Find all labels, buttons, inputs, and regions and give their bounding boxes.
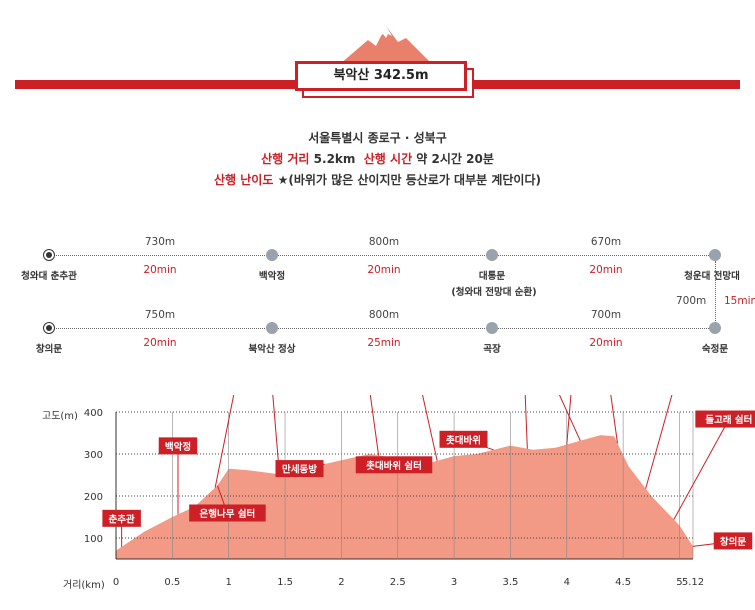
route-node-label: 청와대 춘추관 <box>21 271 77 282</box>
route-start-node <box>43 249 55 261</box>
route-node-sublabel: (청와대 전망대 순환) <box>451 287 537 298</box>
x-axis-label: 거리(km) <box>63 580 105 591</box>
annotation-leader <box>558 395 581 441</box>
annotation-tag <box>695 410 755 428</box>
x-tick-label: 2.5 <box>390 577 406 588</box>
route-node <box>486 322 498 334</box>
x-tick-label: 5 <box>676 577 682 588</box>
route-node-label: 백악정 <box>258 271 286 282</box>
x-tick-label: 4.5 <box>615 577 631 588</box>
route-node-label: 대통문 <box>478 271 506 282</box>
route-node <box>266 322 278 334</box>
segment-distance: 800m <box>368 236 400 248</box>
annotation-label: 만세동방 <box>282 464 317 476</box>
annotation-leader <box>566 395 572 445</box>
annotation-tag <box>439 430 488 448</box>
annotation-tag <box>158 437 198 455</box>
x-tick-label: 1.5 <box>277 577 293 588</box>
route-bottom-line <box>49 328 715 329</box>
annotation-tag <box>355 456 433 474</box>
annotation-tag <box>275 460 324 478</box>
route-node-label: 북악산 정상 <box>248 344 296 355</box>
x-tick-label: 3 <box>451 577 457 588</box>
annotation-leader <box>645 395 673 489</box>
difficulty-line: 산행 난이도 ★(바위가 많은 산이지만 등산로가 대부분 계단이다) <box>0 171 755 188</box>
annotation-leader <box>422 395 438 461</box>
route-node-label: 청운대 전망대 <box>684 271 740 282</box>
segment-distance: 730m <box>144 236 176 248</box>
segment-time: 20min <box>143 264 177 276</box>
x-tick-label: 2 <box>338 577 344 588</box>
annotation-leader <box>369 395 380 456</box>
annotation-label: 창의문 <box>720 536 746 548</box>
annotation-leader <box>610 395 618 444</box>
x-tick-label: 3.5 <box>502 577 518 588</box>
segment-distance: 670m <box>590 236 622 248</box>
segment-time: 20min <box>589 264 623 276</box>
route-node <box>709 249 721 261</box>
route-node-label: 창의문 <box>35 344 63 355</box>
route-node <box>709 322 721 334</box>
annotation-label: 백악정 <box>165 441 191 453</box>
annotation-label: 돌고래 쉼터 <box>705 414 752 426</box>
y-tick-label: 200 <box>84 492 103 503</box>
location-text: 서울특별시 종로구 · 성북구 <box>308 131 447 145</box>
distance-label: 산행 거리 <box>261 152 310 166</box>
annotation-label: 춘추관 <box>109 513 135 525</box>
segment-time: 20min <box>589 337 623 349</box>
x-tick-label: 5.12 <box>682 577 704 588</box>
y-tick-label: 400 <box>84 408 103 419</box>
x-tick-label: 1 <box>226 577 232 588</box>
route-start-node <box>43 322 55 334</box>
course-summary: 산행 거리 5.2km 산행 시간 약 2시간 20분 <box>0 150 755 167</box>
annotation-tag <box>713 532 753 550</box>
annotation-tag <box>102 509 141 527</box>
x-tick-label: 0.5 <box>164 577 180 588</box>
difficulty-label: 산행 난이도 <box>214 173 274 187</box>
segment-distance: 800m <box>368 309 400 321</box>
annotation-tag <box>189 504 266 522</box>
connector-distance: 700m <box>676 295 707 307</box>
elevation-chart: 100 200 300 400 0 0.5 1 1.5 2 2.5 3 3.5 4 4.5 5 5.12 춘추관… <box>84 395 755 588</box>
route-top-line <box>49 255 715 256</box>
annotation-label: 은행나무 쉼터 <box>200 508 256 520</box>
y-tick-label: 100 <box>84 534 103 545</box>
time-label: 산행 시간 <box>363 152 413 166</box>
segment-distance: 700m <box>590 309 622 321</box>
difficulty-value: ★(바위가 많은 산이지만 등산로가 대부분 계단이다) <box>277 173 541 187</box>
route-node-label: 숙정문 <box>701 344 729 355</box>
segment-distance: 750m <box>144 309 176 321</box>
connector-time: 15min <box>724 295 755 307</box>
x-tick-label: 4 <box>564 577 570 588</box>
route-node <box>266 249 278 261</box>
segment-time: 20min <box>143 337 177 349</box>
annotation-label: 촛대바위 <box>446 434 481 446</box>
time-value: 약 2시간 20분 <box>416 152 494 166</box>
distance-value: 5.2km <box>313 152 356 166</box>
mountain-icon <box>340 26 432 64</box>
route-node-label: 곡장 <box>483 344 501 355</box>
segment-time: 25min <box>367 337 401 349</box>
annotation-leader <box>524 395 528 449</box>
segment-time: 20min <box>367 264 401 276</box>
route-connector-line <box>715 261 716 327</box>
y-tick-label: 300 <box>84 450 103 461</box>
x-tick-label: 0 <box>113 577 119 588</box>
elevation-area <box>116 435 693 559</box>
annotation-leader <box>272 395 280 475</box>
annotation-label: 촛대바위 쉼터 <box>366 460 422 472</box>
route-node <box>486 249 498 261</box>
annotation-leader <box>673 419 730 520</box>
y-axis-label: 고도(m) <box>42 411 78 422</box>
mountain-title: 북악산 342.5m <box>333 68 429 83</box>
annotation-leader <box>214 395 235 488</box>
title-box <box>295 61 467 91</box>
